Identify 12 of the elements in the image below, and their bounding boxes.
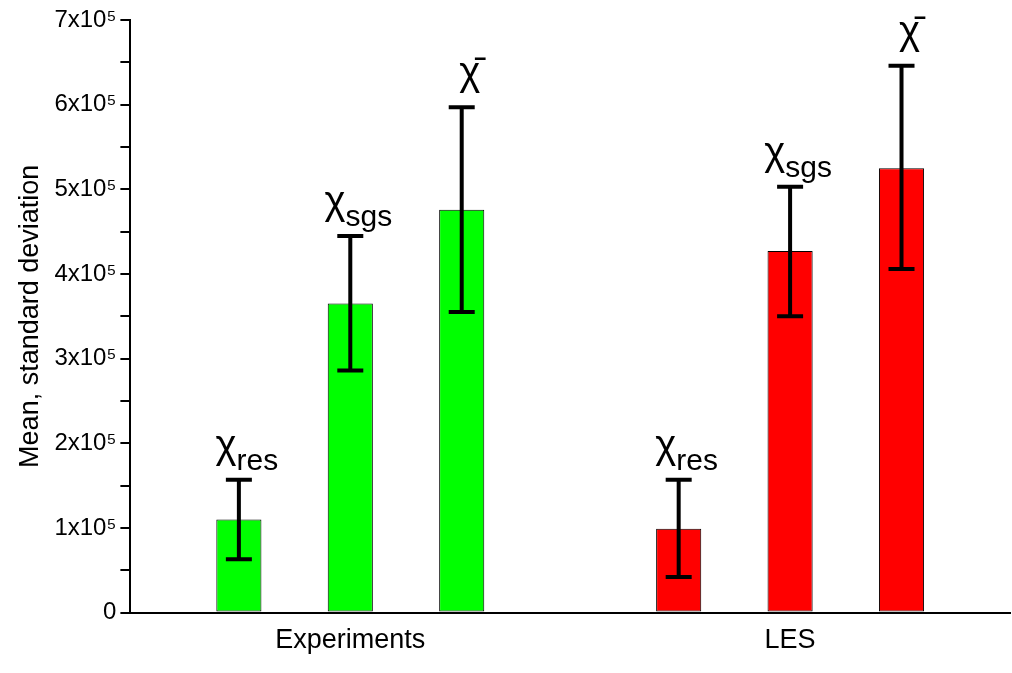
y-tick-label: 6x10⁵ xyxy=(54,89,117,117)
y-tick-label: 0 xyxy=(103,597,117,625)
x-tick-label: Experiments xyxy=(275,624,426,655)
y-axis-title: Mean, standard deviation xyxy=(13,164,44,468)
y-tick-label: 3x10⁵ xyxy=(54,343,117,371)
y-tick-label: 2x10⁵ xyxy=(54,427,117,455)
y-tick-label: 5x10⁵ xyxy=(54,173,117,201)
y-tick-label: 1x10⁵ xyxy=(54,512,117,540)
y-tick-label: 7x10⁵ xyxy=(54,4,117,32)
x-tick-label: LES xyxy=(764,624,816,655)
text: χ̄ xyxy=(459,49,487,94)
y-tick-label: 4x10⁵ xyxy=(54,258,117,286)
